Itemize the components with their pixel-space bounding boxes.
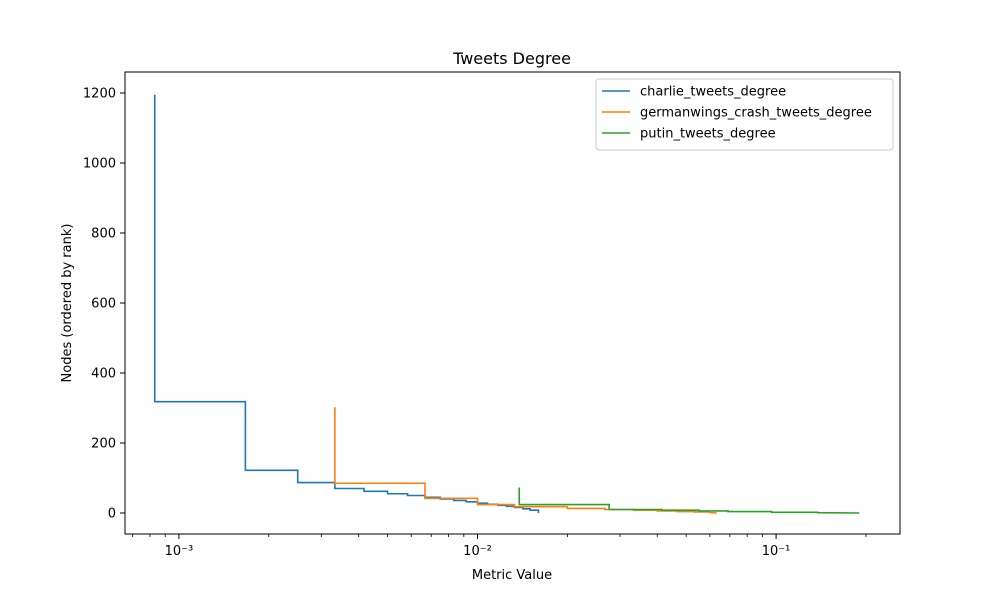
- chart-title: Tweets Degree: [452, 49, 571, 68]
- legend-label: putin_tweets_degree: [640, 127, 776, 142]
- y-axis-label: Nodes (ordered by rank): [60, 224, 75, 383]
- series-line-germanwings_crash_tweets_degree: [334, 407, 717, 514]
- y-tick-label: 800: [91, 227, 116, 242]
- legend-label: germanwings_crash_tweets_degree: [640, 106, 872, 121]
- plot-lines: [153, 94, 860, 514]
- x-tick-label: 10⁻¹: [762, 544, 791, 559]
- y-tick-label: 600: [91, 297, 116, 312]
- x-tick-label: 10⁻²: [463, 544, 492, 559]
- legend-label: charlie_tweets_degree: [640, 85, 786, 100]
- legend-box: [595, 78, 894, 151]
- y-tick-label: 400: [91, 367, 116, 382]
- x-axis: 10⁻³ 10⁻² 10⁻¹: [132, 534, 867, 559]
- y-axis: 0 200 400 600 800 1000 1200: [83, 87, 125, 522]
- y-tick-label: 200: [91, 437, 116, 452]
- series-line-putin_tweets_degree: [518, 487, 860, 514]
- y-tick-label: 1200: [83, 87, 116, 102]
- y-tick-label: 0: [108, 507, 116, 522]
- legend: charlie_tweets_degree germanwings_crash_t…: [595, 78, 894, 151]
- x-axis-label: Metric Value: [472, 568, 552, 583]
- y-tick-label: 1000: [83, 157, 116, 172]
- x-tick-label: 10⁻³: [165, 544, 194, 559]
